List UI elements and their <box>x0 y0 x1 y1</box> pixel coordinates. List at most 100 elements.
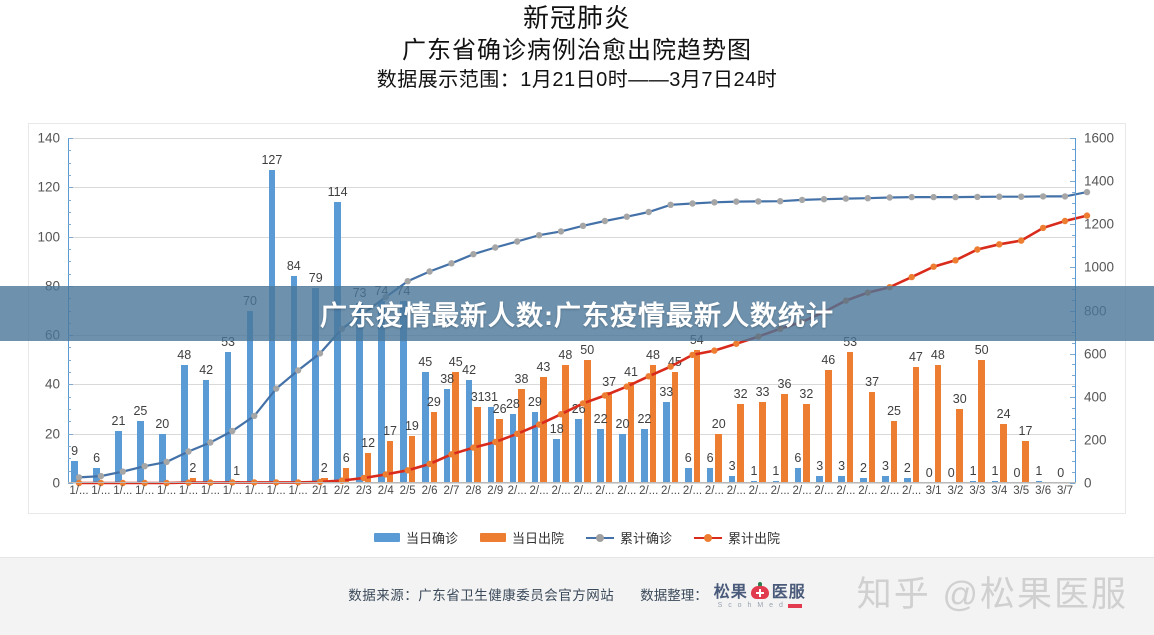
bar-value-label: 1 <box>750 463 758 478</box>
bar-daily-discharged <box>781 394 788 483</box>
bar-value-label: 1 <box>969 463 977 478</box>
bar-value-label: 33 <box>755 384 770 399</box>
bar-daily-discharged <box>518 389 525 483</box>
y-axis-right-tick-label: 400 <box>1084 389 1107 405</box>
bar-daily-discharged <box>496 418 503 483</box>
bar-daily-discharged <box>1022 441 1029 483</box>
bar-value-label: 0 <box>1013 466 1021 480</box>
bar-value-label: 21 <box>111 414 126 429</box>
cumulative-discharged-line-marker <box>1083 212 1091 219</box>
bar-value-label: 24 <box>996 406 1011 421</box>
x-axis-tick-label: 2/... <box>595 485 615 497</box>
axis-tick-minor <box>68 409 71 411</box>
cumulative-discharged-line-marker <box>382 471 389 478</box>
axis-tick-minor <box>1072 375 1075 377</box>
x-axis-tick-label: 1/... <box>113 485 133 497</box>
gridline <box>68 236 1076 238</box>
chart-legend: 当日确诊 当日出院 累计确诊 累计出院 <box>0 528 1154 547</box>
x-axis-tick-label: 2/... <box>617 485 637 497</box>
cumulative-confirmed-line-marker <box>207 439 214 446</box>
cumulative-confirmed-line-marker <box>470 251 477 258</box>
bar-daily-confirmed <box>509 414 517 483</box>
cumulative-confirmed-line-marker <box>930 193 937 201</box>
axis-tick-minor <box>68 273 71 275</box>
axis-tick-minor <box>1072 472 1075 474</box>
cumulative-confirmed-line-marker <box>908 193 915 201</box>
bar-daily-discharged <box>978 359 985 483</box>
bar-daily-confirmed <box>619 433 626 483</box>
bar-value-label: 17 <box>383 424 397 439</box>
bar-daily-discharged <box>912 367 920 483</box>
bar-value-label: 127 <box>261 153 283 168</box>
bar-daily-discharged <box>189 478 197 483</box>
brand-name-en: S c o h M e d <box>717 602 785 609</box>
bar-value-label: 0 <box>947 466 955 480</box>
bar-daily-discharged <box>605 391 613 483</box>
legend-item[interactable]: 当日出院 <box>479 528 564 547</box>
x-axis-tick-label: 2/... <box>573 485 593 497</box>
legend-item[interactable]: 累计出院 <box>694 528 780 547</box>
bar-value-label: 48 <box>558 347 573 362</box>
bar-value-label: 114 <box>327 185 348 200</box>
bar-daily-confirmed <box>641 428 648 483</box>
x-axis-tick-label: 2/... <box>726 485 746 497</box>
y-axis-left-tick-label: 120 <box>37 179 60 195</box>
axis-tick <box>1070 353 1075 355</box>
bar-daily-confirmed <box>772 480 780 483</box>
cumulative-discharged-line-marker <box>996 241 1003 248</box>
bar-daily-discharged <box>693 349 701 483</box>
legend-line-icon <box>586 533 614 543</box>
bar-daily-discharged <box>408 436 416 483</box>
bar-daily-confirmed <box>860 478 867 483</box>
bar-value-label: 0 <box>925 466 933 480</box>
compiler-label: 数据整理： <box>640 587 708 603</box>
cumulative-discharged-line <box>79 214 1088 485</box>
axis-tick-minor <box>1072 245 1075 247</box>
axis-tick-minor <box>68 211 71 213</box>
bar-value-label: 32 <box>733 387 748 402</box>
legend-item[interactable]: 累计确诊 <box>586 528 672 547</box>
title-line-2: 广东省确诊病例治愈出院趋势图 <box>402 37 752 65</box>
bar-daily-confirmed <box>706 468 714 483</box>
bar-value-label: 2 <box>903 461 911 476</box>
cumulative-confirmed-line-marker <box>645 208 652 216</box>
bar-daily-confirmed <box>750 480 758 483</box>
axis-tick-minor <box>1072 170 1075 172</box>
x-axis-labels: 1/... 1/... 1/... 1/... 1/... 1/... 1/... 1/...… <box>68 485 1076 505</box>
bar-value-label: 22 <box>593 411 608 426</box>
overlay-banner: 广东疫情最新人数:广东疫情最新人数统计 <box>0 286 1154 341</box>
cumulative-discharged-line-marker <box>711 347 718 354</box>
bar-daily-confirmed <box>465 379 473 483</box>
bar-value-label: 48 <box>930 347 945 362</box>
bar-daily-discharged <box>803 404 810 483</box>
cumulative-confirmed-line-marker <box>820 196 828 203</box>
cumulative-confirmed-line-marker <box>842 195 850 202</box>
overlay-banner-text: 广东疫情最新人数:广东疫情最新人数统计 <box>320 301 834 331</box>
axis-tick-minor <box>1072 407 1075 409</box>
x-axis-tick-label: 2/... <box>551 485 571 497</box>
cumulative-confirmed-line-marker <box>996 193 1003 200</box>
cumulative-discharged-line-marker <box>601 392 609 399</box>
bar-daily-confirmed <box>224 352 232 483</box>
x-axis-tick-label: 2/... <box>704 485 725 497</box>
bar-value-label: 3 <box>816 458 824 473</box>
axis-tick-minor <box>68 458 71 460</box>
axis-tick-minor <box>1072 148 1075 150</box>
bar-value-label: 6 <box>93 451 101 466</box>
x-axis-tick-label: 3/5 <box>1013 485 1030 497</box>
legend-item[interactable]: 当日确诊 <box>373 528 458 547</box>
bar-daily-confirmed <box>575 418 582 483</box>
cumulative-confirmed-line-marker <box>974 193 981 201</box>
axis-tick-minor <box>68 248 71 250</box>
cumulative-discharged-line-marker <box>163 479 170 487</box>
cumulative-confirmed-line-marker <box>316 350 324 357</box>
brand-name-right: 医服 <box>771 584 806 601</box>
axis-tick-minor <box>1072 429 1075 431</box>
cumulative-confirmed-line-marker <box>448 260 455 267</box>
x-axis-tick-label: 2/... <box>682 485 703 497</box>
x-axis-tick-label: 2/... <box>529 485 549 497</box>
bar-daily-discharged <box>671 372 679 483</box>
bar-daily-discharged <box>386 441 394 483</box>
y-axis-right-tick-label: 0 <box>1084 475 1092 491</box>
x-axis-tick-label: 3/6 <box>1035 485 1052 497</box>
